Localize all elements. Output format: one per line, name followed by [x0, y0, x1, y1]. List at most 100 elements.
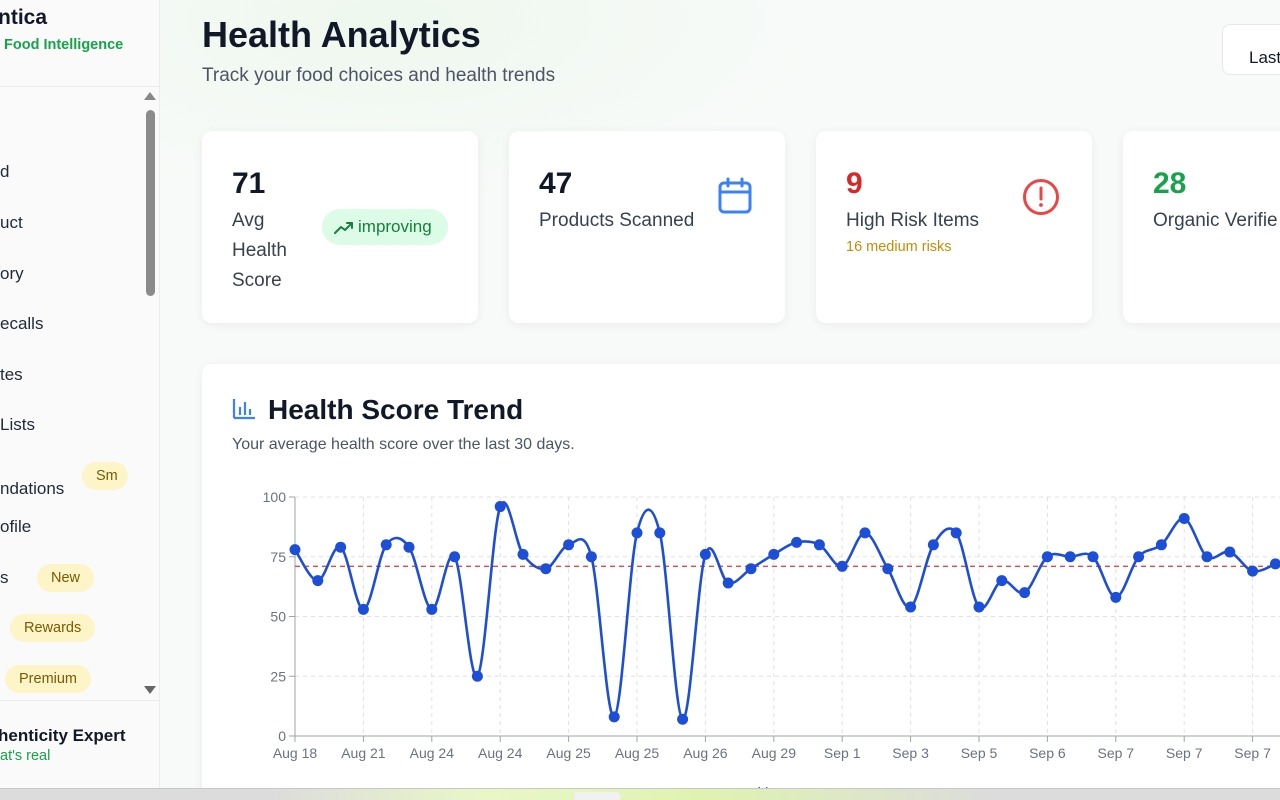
data-point	[426, 603, 438, 615]
page-title: Health Analytics	[202, 14, 481, 55]
chart-subtitle: Your average health score over the last …	[232, 436, 575, 453]
stat-note: 16 medium risks	[846, 239, 952, 255]
data-point	[722, 577, 734, 589]
sidebar-item-history[interactable]: ory	[0, 264, 24, 284]
data-point	[563, 539, 575, 551]
data-point	[996, 575, 1008, 587]
x-tick-label: Aug 18	[273, 745, 318, 761]
stat-value: 47	[539, 167, 573, 200]
y-tick-label: 50	[270, 609, 286, 625]
sidebar-item-recommendations[interactable]: ndations	[0, 479, 64, 499]
legend-label: Health Sc	[730, 785, 796, 788]
sidebar-item-new-feature[interactable]: s	[0, 568, 9, 588]
data-point	[1041, 551, 1053, 563]
data-point	[585, 551, 597, 563]
sidebar-item-recalls[interactable]: ecalls	[0, 314, 43, 334]
data-point	[905, 601, 917, 613]
data-point	[768, 548, 780, 560]
data-point	[654, 527, 666, 539]
data-point	[791, 536, 803, 548]
taskbar-glow	[270, 789, 990, 800]
trend-badge: improving	[322, 209, 448, 245]
smart-badge: Sm	[82, 462, 128, 490]
sidebar-item-shopping-lists[interactable]: Lists	[0, 415, 35, 435]
data-point	[1155, 539, 1167, 551]
stat-label: Products Scanned	[539, 210, 695, 231]
sidebar-item-favorites[interactable]: tes	[0, 365, 23, 385]
stat-card-organic-verified: 28 Organic Verifie	[1123, 131, 1280, 323]
sidebar-item-label: ory	[0, 264, 24, 283]
calendar-icon	[718, 177, 752, 214]
scroll-down-arrow-icon[interactable]	[144, 686, 156, 694]
x-tick-label: Sep 6	[1029, 745, 1066, 761]
main-content: Health Analytics Track your food choices…	[160, 0, 1280, 788]
series-line	[293, 501, 1276, 721]
sidebar-item-label: s	[0, 568, 9, 587]
data-point	[677, 713, 689, 725]
stat-card-high-risk-items: 9 High Risk Items 16 medium risks	[816, 131, 1092, 323]
y-tick-label: 0	[278, 728, 286, 744]
data-point	[813, 539, 825, 551]
data-point	[859, 527, 871, 539]
x-tick-label: Aug 26	[683, 745, 728, 761]
stat-label: Avg Health Score	[232, 210, 287, 291]
sidebar-item-label: ofile	[0, 517, 32, 536]
user-level-title: henticity Expert	[0, 726, 126, 745]
sidebar-bottom-divider	[0, 700, 159, 701]
sidebar-item-label: ndations	[0, 479, 65, 498]
stat-value: 71	[232, 167, 266, 200]
x-tick-label: Sep 7	[1166, 745, 1203, 761]
data-point	[1019, 587, 1031, 599]
premium-badge: Premium	[5, 665, 92, 693]
scroll-up-arrow-icon[interactable]	[144, 92, 156, 100]
data-point	[357, 603, 369, 615]
x-tick-label: Sep 7	[1098, 745, 1135, 761]
chart-title: Health Score Trend	[268, 394, 524, 425]
data-point	[927, 539, 939, 551]
date-range-button[interactable]: Last	[1222, 24, 1280, 75]
data-point	[699, 548, 711, 560]
x-tick-label: Sep 5	[961, 745, 998, 761]
sidebar: ntica Food Intelligence d uct ory ecalls…	[0, 0, 160, 788]
sidebar-item-scan-product[interactable]: uct	[0, 213, 23, 233]
x-tick-label: Sep 3	[892, 745, 929, 761]
x-tick-label: Aug 24	[478, 745, 523, 761]
data-point	[540, 563, 552, 575]
health-score-line-chart: 0 25 50 75 100 Aug 18 Aug 21 Aug 24 Aug 24 Aug 25…	[263, 489, 1280, 788]
data-point	[517, 548, 529, 560]
data-point	[1110, 591, 1122, 603]
x-tick-label: Aug 21	[341, 745, 386, 761]
data-point	[494, 501, 506, 513]
scrollbar-thumb[interactable]	[146, 110, 155, 296]
x-tick-label: Aug 29	[752, 745, 797, 761]
sidebar-item-dashboard[interactable]: d	[0, 162, 9, 182]
sidebar-item-label: Lists	[0, 415, 35, 434]
data-point	[1133, 551, 1145, 563]
data-point	[1247, 565, 1259, 577]
x-tick-label: Sep 1	[824, 745, 861, 761]
data-point	[1178, 513, 1190, 525]
data-point	[1269, 558, 1280, 570]
data-point	[1087, 551, 1099, 563]
sidebar-item-label: ecalls	[0, 314, 44, 333]
health-score-trend-card: Health Score Trend Your average health s…	[202, 364, 1280, 788]
data-point	[1064, 551, 1076, 563]
user-level-subtitle: at's real	[0, 748, 51, 764]
bar-chart-icon	[232, 399, 255, 420]
taskbar-tab[interactable]	[574, 792, 620, 800]
trend-label: improving	[358, 217, 432, 236]
rewards-badge: Rewards	[10, 614, 96, 642]
taskbar	[0, 788, 1280, 800]
stat-value: 28	[1153, 167, 1187, 200]
data-point	[289, 544, 301, 556]
y-tick-label: 100	[263, 489, 287, 505]
data-point	[973, 601, 985, 613]
data-point	[836, 560, 848, 572]
data-point	[380, 539, 392, 551]
y-tick-label: 75	[270, 549, 286, 565]
data-point	[403, 541, 415, 553]
sidebar-divider	[0, 86, 159, 87]
trending-up-icon	[334, 222, 353, 234]
sidebar-item-profile[interactable]: ofile	[0, 517, 31, 537]
stat-value: 9	[846, 167, 863, 200]
